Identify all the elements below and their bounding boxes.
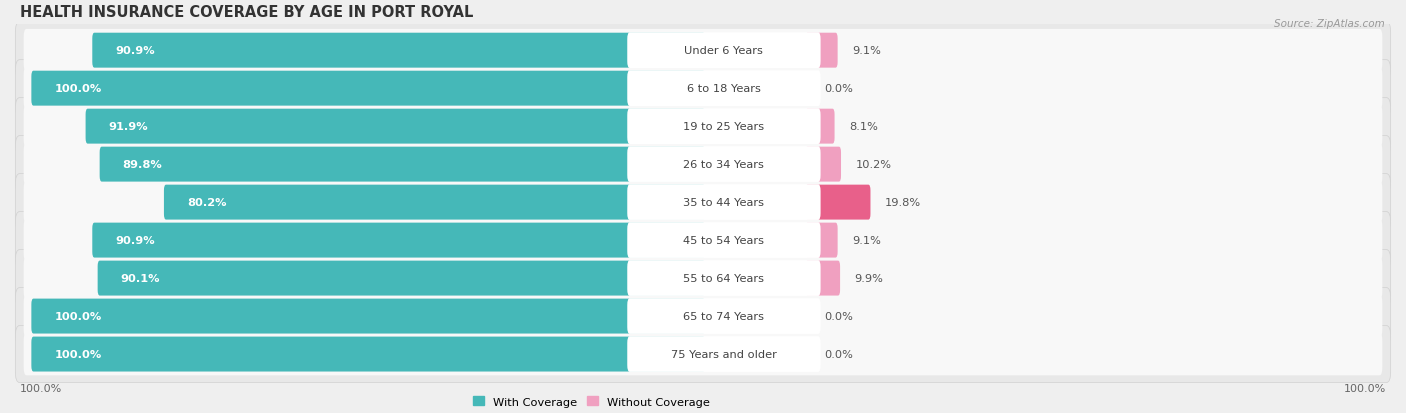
FancyBboxPatch shape [627,33,821,69]
Text: 9.1%: 9.1% [852,46,882,56]
Text: 55 to 64 Years: 55 to 64 Years [683,273,765,283]
Text: 75 Years and older: 75 Years and older [671,349,778,359]
Text: Under 6 Years: Under 6 Years [685,46,763,56]
Text: 100.0%: 100.0% [55,84,101,94]
FancyBboxPatch shape [627,147,821,183]
Text: 9.9%: 9.9% [855,273,883,283]
Text: HEALTH INSURANCE COVERAGE BY AGE IN PORT ROYAL: HEALTH INSURANCE COVERAGE BY AGE IN PORT… [20,5,472,20]
FancyBboxPatch shape [93,33,704,69]
Text: Source: ZipAtlas.com: Source: ZipAtlas.com [1274,19,1385,28]
FancyBboxPatch shape [24,333,1382,375]
FancyBboxPatch shape [15,136,1391,193]
FancyBboxPatch shape [15,326,1391,382]
FancyBboxPatch shape [97,261,704,296]
Text: 9.1%: 9.1% [852,235,882,245]
FancyBboxPatch shape [627,261,821,296]
Text: 100.0%: 100.0% [55,311,101,321]
FancyBboxPatch shape [15,23,1391,79]
FancyBboxPatch shape [31,71,704,107]
FancyBboxPatch shape [93,223,704,258]
Text: 10.2%: 10.2% [856,160,891,170]
FancyBboxPatch shape [15,288,1391,345]
FancyBboxPatch shape [24,181,1382,224]
FancyBboxPatch shape [627,337,821,372]
FancyBboxPatch shape [15,212,1391,269]
FancyBboxPatch shape [15,61,1391,117]
FancyBboxPatch shape [24,30,1382,72]
FancyBboxPatch shape [806,33,838,69]
FancyBboxPatch shape [806,185,870,220]
FancyBboxPatch shape [806,109,835,144]
Text: 8.1%: 8.1% [849,122,879,132]
FancyBboxPatch shape [31,337,704,372]
Text: 0.0%: 0.0% [824,84,853,94]
FancyBboxPatch shape [100,147,704,182]
Text: 0.0%: 0.0% [824,349,853,359]
FancyBboxPatch shape [15,98,1391,155]
FancyBboxPatch shape [627,223,821,258]
Text: 19 to 25 Years: 19 to 25 Years [683,122,765,132]
Text: 100.0%: 100.0% [55,349,101,359]
Text: 89.8%: 89.8% [122,160,163,170]
Text: 35 to 44 Years: 35 to 44 Years [683,198,765,208]
FancyBboxPatch shape [24,143,1382,186]
Text: 80.2%: 80.2% [187,198,226,208]
FancyBboxPatch shape [806,223,838,258]
Text: 65 to 74 Years: 65 to 74 Years [683,311,765,321]
Legend: With Coverage, Without Coverage: With Coverage, Without Coverage [468,392,714,411]
FancyBboxPatch shape [24,295,1382,337]
Text: 45 to 54 Years: 45 to 54 Years [683,235,765,245]
FancyBboxPatch shape [165,185,704,220]
FancyBboxPatch shape [806,261,841,296]
FancyBboxPatch shape [24,106,1382,148]
Text: 19.8%: 19.8% [886,198,921,208]
Text: 90.9%: 90.9% [115,235,155,245]
FancyBboxPatch shape [627,299,821,334]
Text: 90.9%: 90.9% [115,46,155,56]
Text: 6 to 18 Years: 6 to 18 Years [688,84,761,94]
Text: 91.9%: 91.9% [108,122,148,132]
Text: 100.0%: 100.0% [1344,382,1386,393]
FancyBboxPatch shape [627,109,821,145]
FancyBboxPatch shape [24,219,1382,262]
Text: 26 to 34 Years: 26 to 34 Years [683,160,765,170]
FancyBboxPatch shape [627,71,821,107]
FancyBboxPatch shape [15,250,1391,307]
FancyBboxPatch shape [15,174,1391,231]
FancyBboxPatch shape [24,257,1382,300]
FancyBboxPatch shape [86,109,704,144]
FancyBboxPatch shape [627,185,821,221]
FancyBboxPatch shape [31,299,704,334]
Text: 0.0%: 0.0% [824,311,853,321]
FancyBboxPatch shape [24,68,1382,110]
Text: 90.1%: 90.1% [121,273,160,283]
Text: 100.0%: 100.0% [20,382,62,393]
FancyBboxPatch shape [806,147,841,182]
